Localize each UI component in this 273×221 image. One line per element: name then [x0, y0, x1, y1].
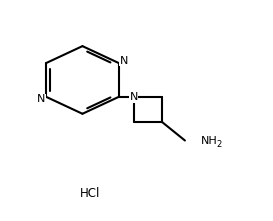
Text: N: N [120, 56, 128, 66]
Text: NH: NH [201, 135, 218, 145]
Text: HCl: HCl [80, 187, 101, 200]
Text: N: N [129, 92, 138, 102]
Text: 2: 2 [216, 140, 221, 149]
Text: N: N [37, 94, 45, 104]
